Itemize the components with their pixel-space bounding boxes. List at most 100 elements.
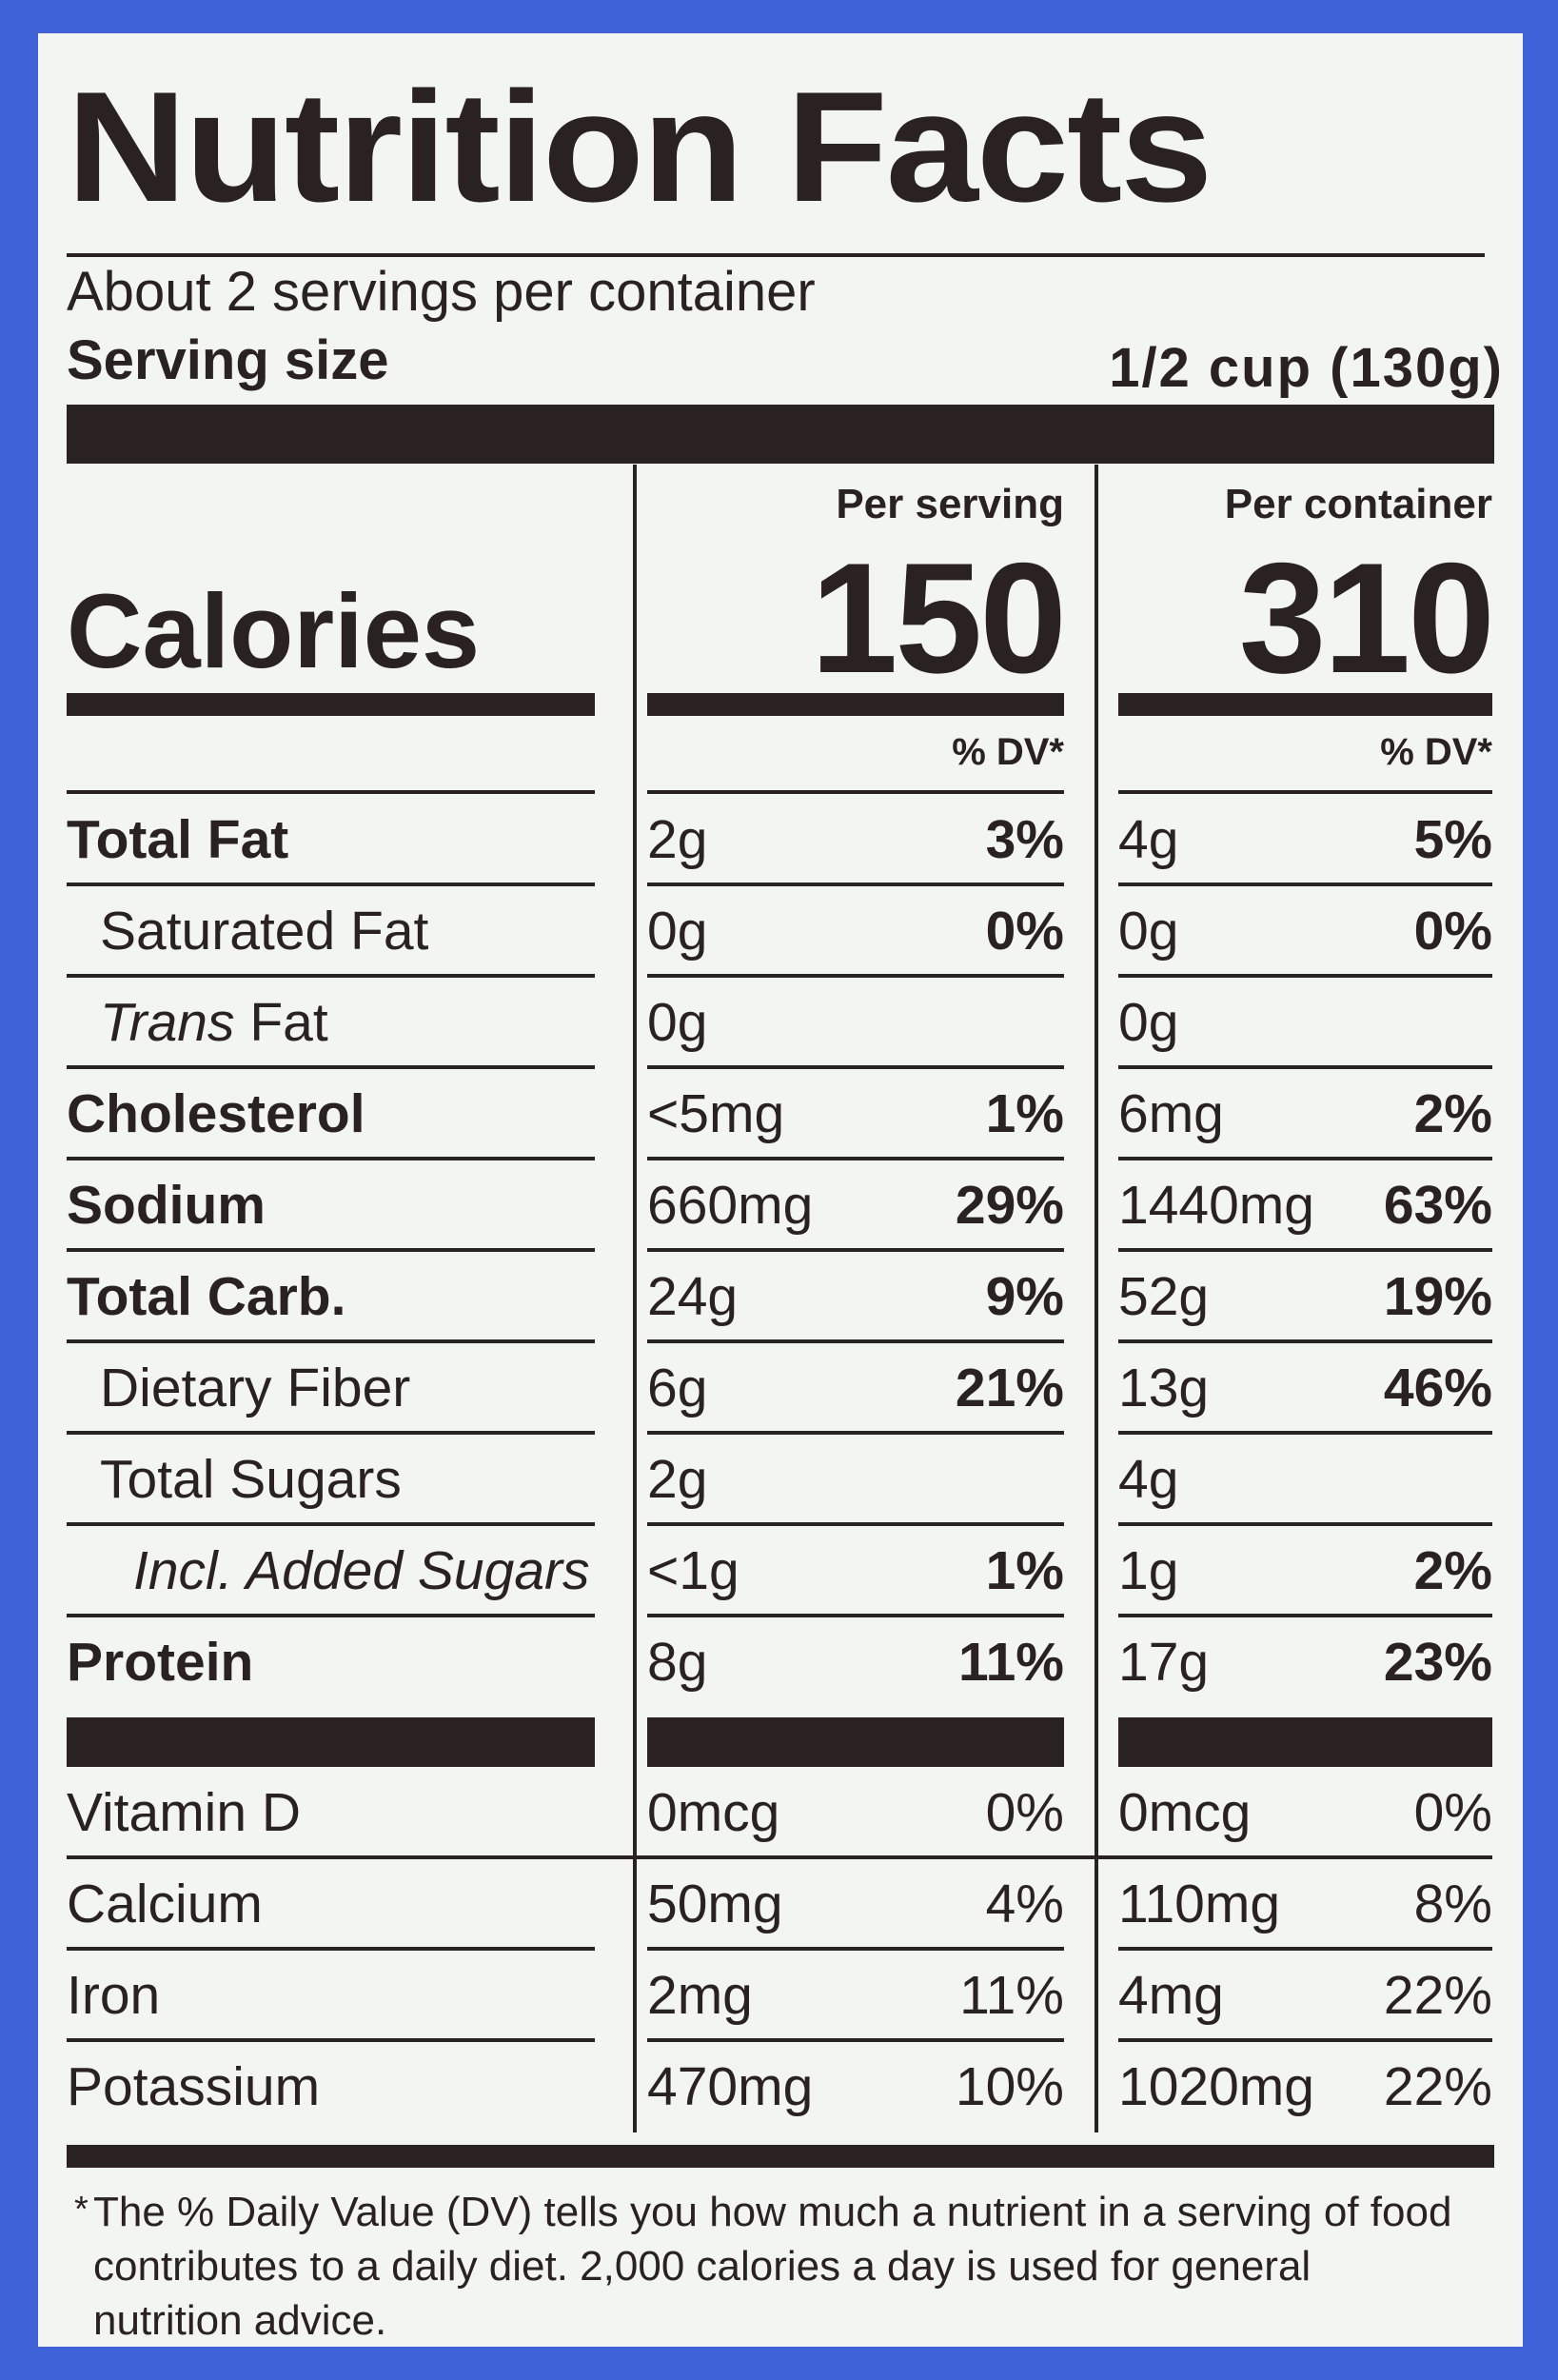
rule (67, 693, 595, 716)
daily-value: 8% (1413, 1874, 1492, 1934)
daily-value: 9% (985, 1266, 1064, 1327)
daily-value: 11% (958, 1632, 1064, 1693)
rule (67, 974, 595, 978)
amount: <5mg (647, 1083, 785, 1144)
daily-value: 63% (1383, 1175, 1492, 1236)
rule (647, 1339, 1064, 1343)
amount: 2g (647, 1449, 708, 1510)
rule (633, 465, 637, 2132)
rule (67, 1157, 595, 1160)
amount: 4g (1118, 809, 1179, 870)
rule (67, 1717, 595, 1767)
amount: 2mg (647, 1965, 753, 2026)
amount: 52g (1118, 1266, 1210, 1327)
nutrient-name: Cholesterol (67, 1083, 365, 1144)
daily-value: 29% (955, 1175, 1064, 1236)
rule (67, 1947, 595, 1951)
daily-value: 22% (1383, 1965, 1492, 2026)
rule (647, 1614, 1064, 1617)
nutrient-name: Calcium (67, 1874, 263, 1934)
nutrient-name: Vitamin D (67, 1782, 302, 1843)
rule (647, 1157, 1064, 1160)
nutrient-name: Protein (67, 1632, 254, 1693)
dv-header: % DV* (952, 731, 1064, 773)
rule (67, 1431, 595, 1435)
nutrient-name: Iron (67, 1965, 161, 2026)
rule (1118, 1339, 1492, 1343)
daily-value: 10% (955, 2056, 1064, 2117)
rule (1118, 2038, 1492, 2042)
amount: 0g (1118, 901, 1179, 962)
serving-size-label: Serving size (67, 329, 389, 391)
nutrient-name: Total Carb. (67, 1266, 346, 1327)
rule (647, 1947, 1064, 1951)
rule (1118, 1157, 1492, 1160)
rule (67, 1339, 595, 1343)
nutrient-name-italic: Trans (100, 992, 235, 1053)
amount: 17g (1118, 1632, 1210, 1693)
daily-value: 46% (1383, 1358, 1492, 1418)
amount: 110mg (1118, 1874, 1281, 1934)
daily-value: 2% (1413, 1083, 1492, 1144)
rule (67, 1614, 595, 1617)
rule (647, 2038, 1064, 2042)
amount: 8g (647, 1632, 708, 1693)
amount: <1g (647, 1540, 740, 1601)
rule (67, 2038, 595, 2042)
dv-header: % DV* (1380, 731, 1492, 773)
rule (1118, 1248, 1492, 1252)
nutrient-name-text: Fat (249, 992, 328, 1053)
rule (647, 693, 1064, 716)
rule (647, 1248, 1064, 1252)
rule (67, 883, 595, 886)
servings: About 2 servings per container (67, 261, 816, 323)
nutrient-name: Dietary Fiber (100, 1358, 411, 1418)
rule (1118, 1065, 1492, 1069)
rule (67, 253, 1485, 257)
rule (67, 2145, 1494, 2168)
amount: 0mcg (647, 1782, 780, 1843)
calories-value: 310 (1238, 530, 1495, 705)
rule (67, 1522, 595, 1526)
rule (647, 1431, 1064, 1435)
rule (1118, 1947, 1492, 1951)
daily-value: 11% (959, 1965, 1064, 2026)
amount: 660mg (647, 1175, 814, 1236)
daily-value: 21% (955, 1358, 1064, 1418)
title: Nutrition Facts (67, 59, 1213, 234)
daily-value: 23% (1383, 1632, 1492, 1693)
calories-label: Calories (67, 573, 481, 690)
nutrient-name: Incl. Added Sugars (133, 1540, 590, 1601)
rule (1118, 790, 1492, 794)
daily-value: 0% (1413, 1782, 1492, 1843)
calories-value: 150 (810, 530, 1067, 705)
nutrition-label: Nutrition Facts About 2 servings per con… (38, 33, 1523, 2347)
daily-value: 0% (1413, 901, 1492, 962)
nutrient-name: Potassium (67, 2056, 321, 2117)
nutrient-name: Trans Fat (100, 991, 328, 1054)
nutrient-name: Sodium (67, 1175, 266, 1236)
daily-value: 3% (985, 809, 1064, 870)
rule (67, 790, 595, 794)
daily-value: 5% (1413, 809, 1492, 870)
daily-value: 4% (985, 1874, 1064, 1934)
rule (1118, 1614, 1492, 1617)
rule (1118, 693, 1492, 716)
amount: 470mg (647, 2056, 814, 2117)
amount: 1440mg (1118, 1175, 1314, 1236)
rule (1118, 974, 1492, 978)
amount: 0mcg (1118, 1782, 1252, 1843)
footnote-mark: * (74, 2190, 89, 2230)
rule (1118, 1431, 1492, 1435)
amount: 0g (647, 992, 708, 1053)
thick-bar (67, 405, 1494, 464)
column-header: Per container (1224, 481, 1492, 527)
footnote: The % Daily Value (DV) tells you how muc… (93, 2189, 1452, 2344)
rule (647, 883, 1064, 886)
daily-value: 0% (985, 901, 1064, 962)
rule (647, 1522, 1064, 1526)
serving-size-value: 1/2 cup (130g) (1109, 337, 1504, 399)
amount: 4mg (1118, 1965, 1224, 2026)
rule (647, 790, 1064, 794)
